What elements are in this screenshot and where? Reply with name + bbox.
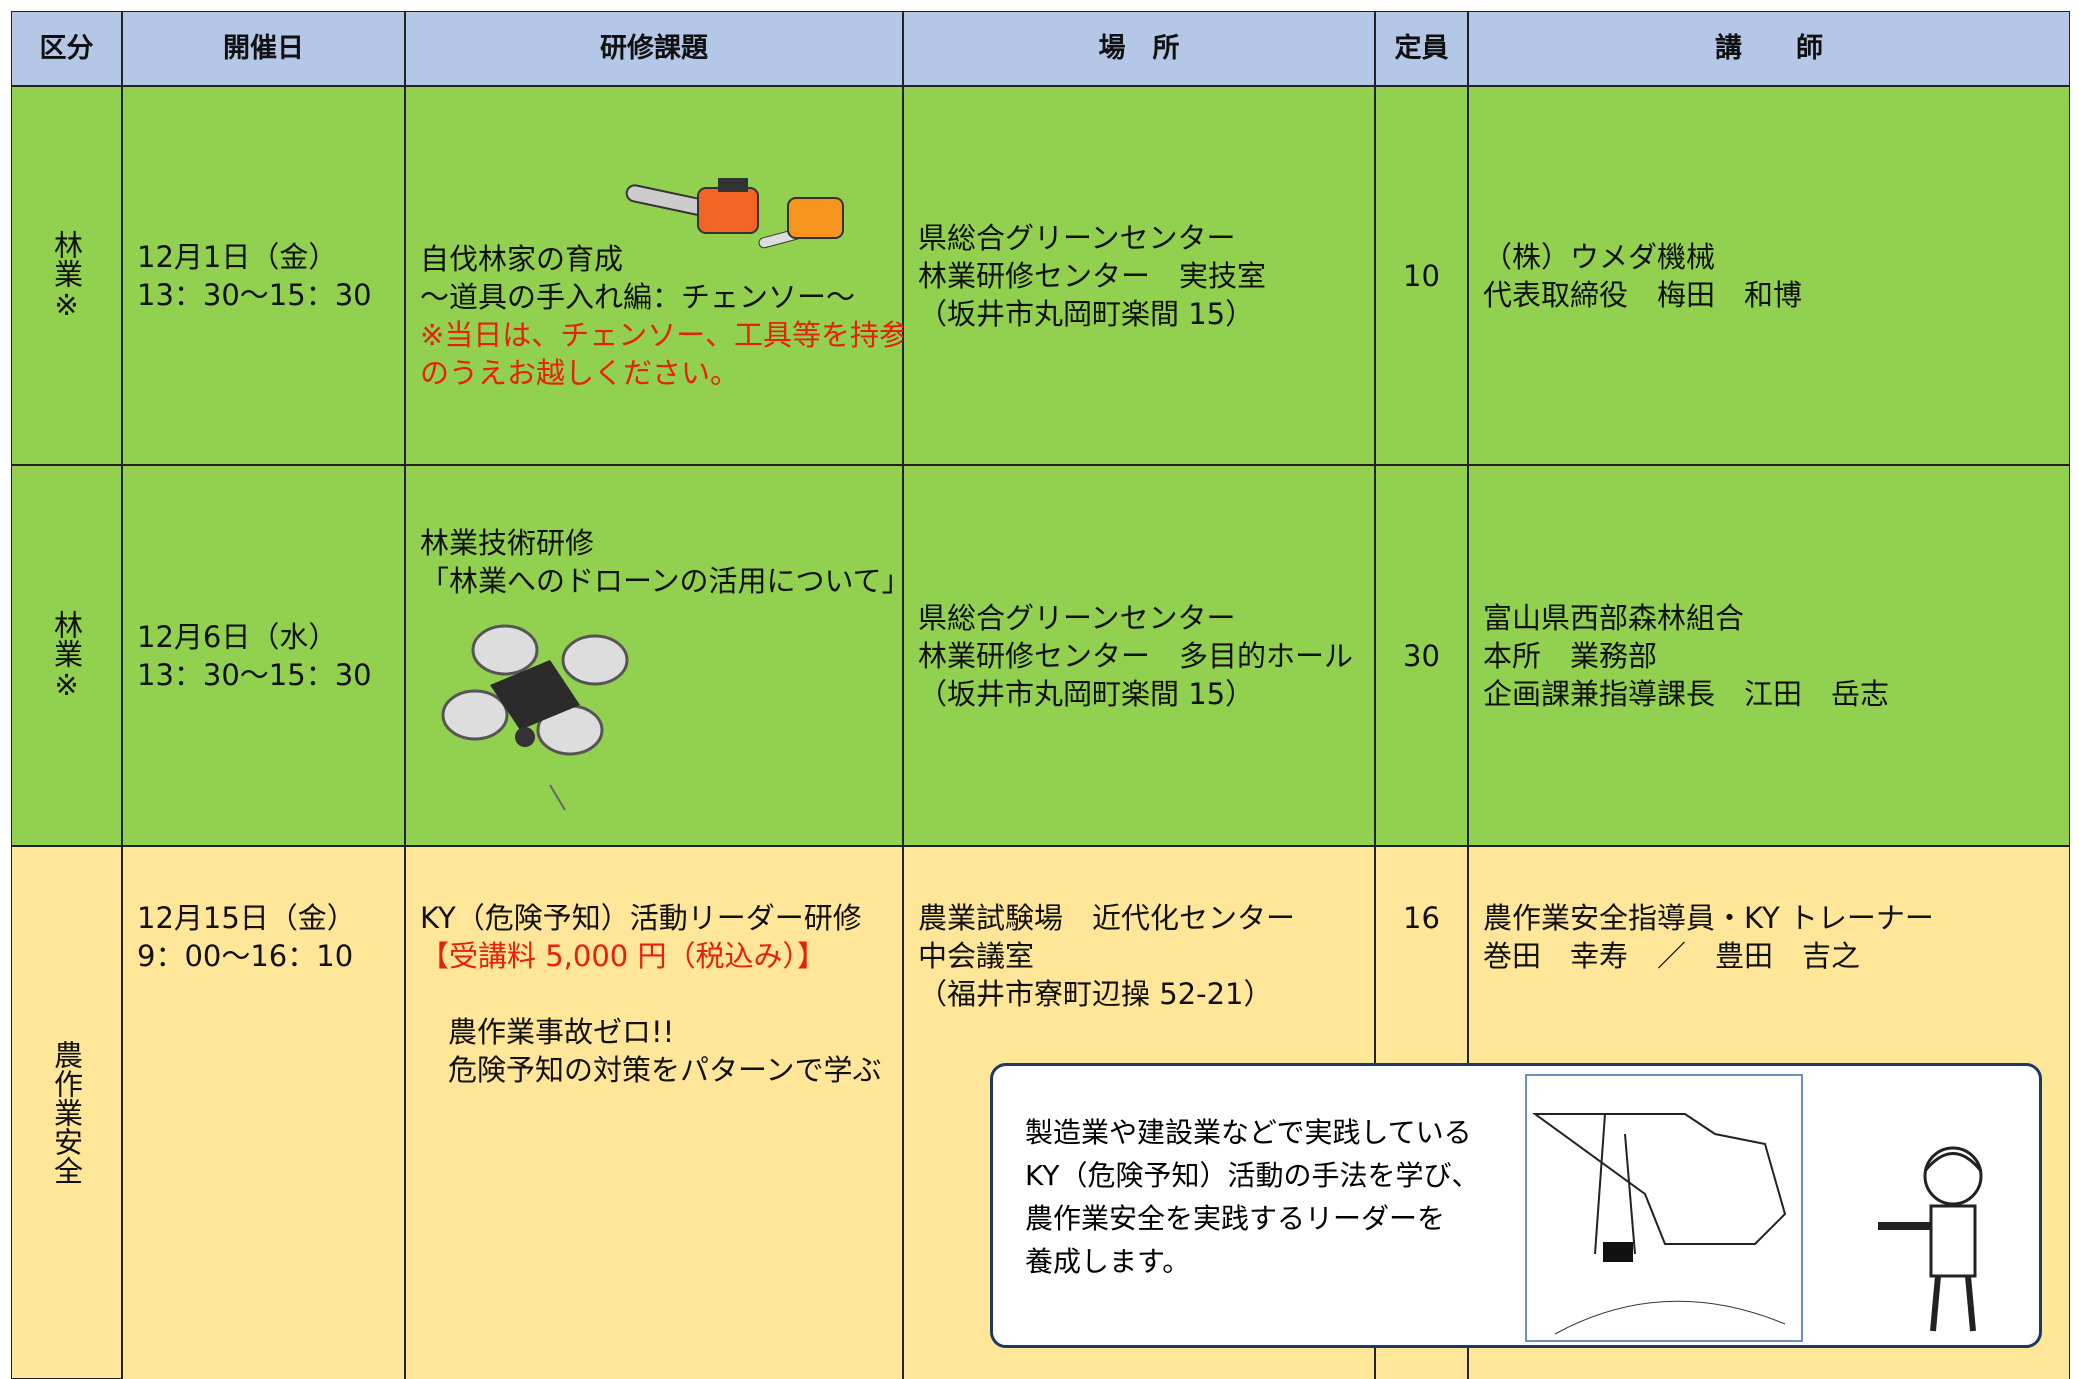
place-line: （福井市寮町辺操 52-21）: [918, 977, 1273, 1011]
sub-line: 農作業事故ゼロ!!: [448, 1015, 675, 1049]
instructor-line: 巻田 幸寿 ／ 豊田 吉之: [1483, 939, 1861, 973]
date-line: 13：30～15：30: [137, 657, 372, 692]
place-line: 農業試験場 近代化センター: [918, 901, 1296, 935]
instructor-line: 富山県西部森林組合: [1483, 600, 1745, 635]
topic-line: 「林業へのドローンの活用について」: [420, 564, 911, 598]
place-line: （坂井市丸岡町楽間 15）: [918, 296, 1255, 331]
instructor-line: 農作業安全指導員・KY トレーナー: [1483, 901, 1934, 935]
topic-cell: KY（危険予知）活動リーダー研修 【受講料 5,000 円（税込み）】農作業事故ゼ…: [405, 846, 903, 1379]
topic-line: KY（危険予知）活動リーダー研修: [420, 901, 862, 935]
date-cell: 12月15日（金） 9：00～16：10: [122, 846, 405, 1379]
tractor-illustration: [1525, 1074, 1803, 1342]
date-line: 12月15日（金）: [137, 901, 356, 935]
instructor-line: 代表取締役 梅田 和博: [1483, 277, 1803, 312]
date-line: 9：00～16：10: [137, 939, 354, 973]
category: 農作業安全: [49, 1040, 84, 1185]
header-cell: 研修課題: [405, 11, 903, 86]
capacity-cell: 10: [1375, 86, 1468, 465]
place-cell: 県総合グリーンセンター 林業研修センター 多目的ホール （坂井市丸岡町楽間 15）: [903, 465, 1375, 846]
instructor-line: （株）ウメダ機械: [1483, 239, 1716, 274]
place-line: 県総合グリーンセンター: [918, 600, 1236, 635]
category-cell: 林業※: [11, 86, 122, 465]
header-cell: 定員: [1375, 11, 1468, 86]
date-line: 12月1日（金）: [137, 239, 338, 274]
note-line: のうえお越しください。: [420, 355, 740, 390]
topic-line: 自伐林家の育成: [420, 241, 624, 276]
capacity: 30: [1403, 638, 1440, 673]
topic-sub: 農作業事故ゼロ!! 危険予知の対策をパターンで学ぶ: [448, 1013, 888, 1089]
drone-icon: [441, 624, 629, 811]
instructor-cell: （株）ウメダ機械 代表取締役 梅田 和博: [1468, 86, 2070, 465]
callout-line: 製造業や建設業などで実践している: [1025, 1116, 1472, 1149]
capacity: 10: [1403, 258, 1440, 293]
topic-line: 林業技術研修: [420, 526, 595, 560]
header-cell: 講 師: [1468, 11, 2070, 86]
note-line: 【受講料 5,000 円（税込み）】: [420, 939, 826, 973]
callout-line: 養成します。: [1025, 1245, 1191, 1278]
category: 林業※: [49, 229, 84, 322]
place-line: 林業研修センター 実技室: [918, 258, 1267, 293]
place-line: （坂井市丸岡町楽間 15）: [918, 676, 1255, 711]
topic-cell: 林業技術研修「林業へのドローンの活用について」: [405, 465, 911, 846]
place-cell: 県総合グリーンセンター 林業研修センター 実技室 （坂井市丸岡町楽間 15）: [903, 86, 1375, 465]
place-line: 中会議室: [918, 939, 1035, 973]
category: 林業※: [49, 609, 84, 702]
header-text: 区分: [39, 32, 94, 64]
date-line: 12月6日（水）: [137, 619, 338, 654]
header-text: 開催日: [223, 32, 304, 64]
header-text: 場 所: [1098, 32, 1180, 64]
sub-line: 危険予知の対策をパターンで学ぶ: [448, 1053, 882, 1087]
callout-text: 製造業や建設業などで実践している KY（危険予知）活動の手法を学び、 農作業安全を実…: [1025, 1111, 1479, 1283]
instructor-line: 企画課兼指導課長 江田 岳志: [1483, 676, 1890, 711]
header-cell: 区分: [11, 11, 122, 86]
place-line: 林業研修センター 多目的ホール: [918, 638, 1354, 673]
topic-cell: 自伐林家の育成 ～道具の手入れ編：チェンソー～ ※当日は、チェンソー、工具等を持参の…: [405, 86, 909, 465]
header-text: 定員: [1394, 32, 1449, 64]
header-text: 講 師: [1715, 32, 1823, 64]
place-line: 県総合グリーンセンター: [918, 220, 1236, 255]
topic-line: ～道具の手入れ編：チェンソー～: [420, 279, 856, 314]
callout-box: 製造業や建設業などで実践している KY（危険予知）活動の手法を学び、 農作業安全を実…: [990, 1063, 2042, 1348]
date-line: 13：30～15：30: [137, 277, 372, 312]
category-cell: 林業※: [11, 465, 122, 846]
category-cell: 農作業安全: [11, 846, 122, 1379]
callout-line: KY（危険予知）活動の手法を学び、: [1025, 1159, 1480, 1192]
capacity: 16: [1403, 901, 1440, 935]
instructor-cell: 富山県西部森林組合 本所 業務部 企画課兼指導課長 江田 岳志: [1468, 465, 2070, 846]
chainsaw-icons: [625, 178, 844, 249]
header-cell: 場 所: [903, 11, 1375, 86]
instructor-line: 本所 業務部: [1483, 638, 1658, 673]
header-cell: 開催日: [122, 11, 405, 86]
capacity-cell: 30: [1375, 465, 1468, 846]
worker-illustration: [1878, 1146, 1983, 1332]
note-line: ※当日は、チェンソー、工具等を持参: [420, 317, 909, 352]
date-cell: 12月6日（水） 13：30～15：30: [122, 465, 405, 846]
callout-line: 農作業安全を実践するリーダーを: [1025, 1202, 1446, 1235]
date-cell: 12月1日（金） 13：30～15：30: [122, 86, 405, 465]
header-text: 研修課題: [600, 32, 708, 64]
